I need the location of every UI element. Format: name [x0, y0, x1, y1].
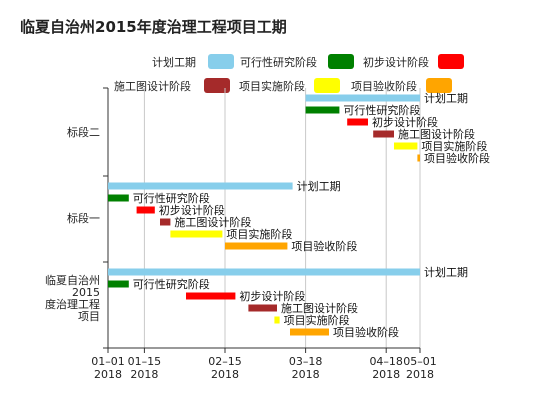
- bar-label-g2-t5: 项目验收阶段: [424, 151, 490, 165]
- bar-g1-t4: [170, 230, 223, 238]
- x-tick-label-3-year: 2018: [292, 368, 320, 381]
- x-tick-label-5-year: 2018: [406, 368, 434, 381]
- bar-label-g0-t2: 初步设计阶段: [239, 289, 305, 303]
- bar-g1-t5: [225, 242, 288, 250]
- bar-g0-t1: [108, 280, 129, 288]
- bar-label-g1-t2: 初步设计阶段: [159, 203, 225, 217]
- x-tick-label-3-date: 03–18: [289, 355, 323, 368]
- bar-g0-t3: [248, 304, 277, 312]
- x-tick-label-0-year: 2018: [94, 368, 122, 381]
- bar-label-g2-t4: 项目实施阶段: [421, 139, 487, 153]
- bar-g1-t1: [108, 194, 129, 202]
- x-tick-label-1-date: 01–15: [128, 355, 162, 368]
- x-tick-label-5-date: 05–01: [403, 355, 437, 368]
- bar-label-g1-t3: 施工图设计阶段: [174, 215, 251, 229]
- x-tick-label-0-date: 01–01: [91, 355, 125, 368]
- bar-label-g0-t0: 计划工期: [424, 266, 468, 279]
- legend-label-3: 施工图设计阶段: [114, 79, 191, 93]
- legend-label-2: 初步设计阶段: [363, 55, 429, 69]
- bar-label-g1-t0: 计划工期: [297, 180, 341, 193]
- bar-g2-t2: [347, 118, 368, 126]
- x-tick-label-4-year: 2018: [372, 368, 400, 381]
- legend-label-4: 项目实施阶段: [239, 79, 305, 93]
- legend-swatch-5: [426, 78, 452, 93]
- legend-swatch-0: [208, 54, 234, 69]
- bar-label-g0-t3: 施工图设计阶段: [281, 301, 358, 315]
- bar-label-g1-t1: 可行性研究阶段: [133, 191, 210, 205]
- bar-label-g2-t3: 施工图设计阶段: [398, 127, 475, 141]
- bar-g1-t2: [136, 206, 155, 214]
- bar-g2-t0: [305, 94, 420, 102]
- legend-label-1: 可行性研究阶段: [240, 55, 317, 69]
- bar-label-g0-t4: 项目实施阶段: [284, 313, 350, 327]
- bar-g1-t3: [160, 218, 171, 226]
- x-tick-label-2-year: 2018: [211, 368, 239, 381]
- bar-label-g2-t0: 计划工期: [424, 92, 468, 105]
- bar-g0-t5: [290, 328, 329, 336]
- legend-swatch-1: [328, 54, 354, 69]
- category-label-0-line-3: 项目: [78, 310, 100, 323]
- legend-swatch-3: [204, 78, 230, 93]
- legend-label-5: 项目验收阶段: [351, 79, 417, 93]
- bar-label-g2-t2: 初步设计阶段: [372, 115, 438, 129]
- bar-g2-t5: [417, 154, 420, 162]
- chart-title: 临夏自治州2015年度治理工程项目工期: [20, 18, 287, 36]
- bar-g2-t3: [373, 130, 394, 138]
- bar-label-g1-t4: 项目实施阶段: [226, 227, 292, 241]
- x-tick-label-4-date: 04–18: [369, 355, 403, 368]
- category-label-0-line-2: 度治理工程: [45, 297, 100, 311]
- bar-g1-t0: [108, 182, 293, 190]
- category-label-0-line-1: 2015: [72, 286, 100, 299]
- legend-swatch-4: [314, 78, 340, 93]
- category-label-1: 标段一: [67, 211, 100, 225]
- bar-g0-t4: [274, 316, 280, 324]
- bar-label-g2-t1: 可行性研究阶段: [343, 103, 420, 117]
- x-tick-label-2-date: 02–15: [208, 355, 242, 368]
- legend-swatch-2: [438, 54, 464, 69]
- bar-g2-t4: [394, 142, 418, 150]
- bar-g2-t1: [305, 106, 340, 114]
- category-label-0-line-0: 临夏自治州: [45, 273, 100, 287]
- bar-label-g0-t1: 可行性研究阶段: [133, 277, 210, 291]
- legend-label-0: 计划工期: [152, 56, 196, 69]
- bar-label-g1-t5: 项目验收阶段: [291, 239, 357, 253]
- bar-label-g0-t5: 项目验收阶段: [333, 325, 399, 339]
- x-tick-label-1-year: 2018: [130, 368, 158, 381]
- category-label-2: 标段二: [67, 125, 100, 139]
- bar-g0-t2: [186, 292, 236, 300]
- bar-g0-t0: [108, 268, 420, 276]
